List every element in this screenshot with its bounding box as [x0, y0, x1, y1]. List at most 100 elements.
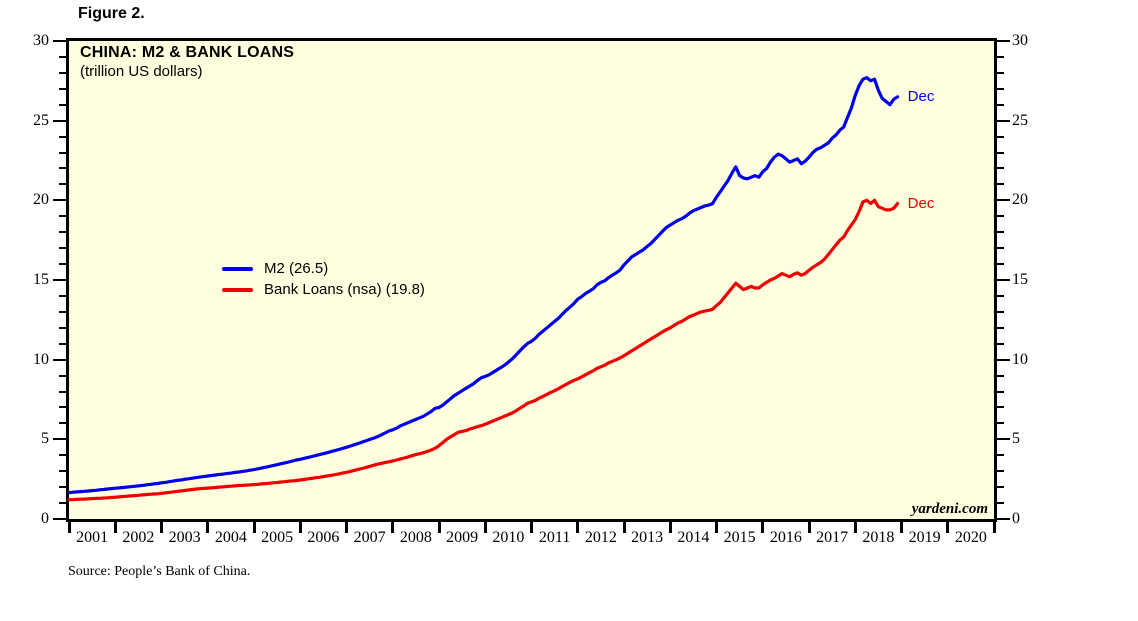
- x-axis-year-label: 2015: [723, 529, 756, 546]
- y-axis-label-right: 15: [1012, 271, 1028, 288]
- x-year-tick: [113, 522, 117, 533]
- y-major-tick-left: [53, 119, 66, 122]
- y-minor-tick-left: [59, 215, 66, 218]
- y-minor-tick-left: [59, 103, 66, 106]
- x-year-tick: [530, 522, 533, 533]
- chart-subtitle: (trillion US dollars): [80, 63, 203, 80]
- y-axis-label-right: 20: [1012, 191, 1028, 209]
- watermark: yardeni.com: [911, 501, 988, 517]
- y-major-tick-left: [53, 438, 66, 441]
- y-minor-tick-left: [59, 167, 66, 170]
- x-axis-year-label: 2005: [261, 529, 294, 546]
- y-minor-tick-left: [59, 486, 66, 489]
- x-axis-year-label: 2008: [399, 529, 432, 546]
- y-minor-tick-right: [997, 247, 1004, 250]
- y-major-tick-right: [997, 358, 1010, 361]
- x-axis-year-label: 2016: [769, 529, 802, 546]
- y-minor-tick-right: [997, 486, 1004, 489]
- y-major-tick-right: [997, 40, 1010, 42]
- y-minor-tick-right: [997, 422, 1004, 425]
- y-minor-tick-left: [59, 342, 66, 345]
- y-minor-tick-left: [59, 263, 66, 266]
- legend-label-m2: M2 (26.5): [264, 260, 329, 277]
- y-minor-tick-right: [997, 310, 1004, 313]
- y-major-tick-right: [997, 199, 1010, 202]
- x-axis-year-label: 2019: [908, 529, 941, 546]
- x-year-tick: [252, 522, 256, 533]
- y-major-tick-right: [997, 279, 1010, 281]
- y-major-tick-left: [53, 518, 66, 520]
- m2-end-label: Dec: [907, 87, 935, 105]
- x-axis-year-label: 2013: [631, 529, 664, 546]
- y-minor-tick-right: [997, 71, 1004, 74]
- y-minor-tick-right: [997, 135, 1004, 138]
- x-year-tick: [853, 522, 857, 533]
- x-year-tick: [807, 522, 811, 533]
- bank-loans-line-swatch: [222, 287, 253, 292]
- x-axis-year-label: 2020: [954, 529, 987, 546]
- y-minor-tick-left: [59, 87, 66, 90]
- y-minor-tick-right: [997, 470, 1004, 473]
- x-year-tick: [345, 522, 348, 533]
- y-major-tick-left: [53, 358, 66, 361]
- y-minor-tick-right: [997, 454, 1004, 457]
- x-axis-year-label: 2012: [584, 529, 617, 546]
- y-minor-tick-left: [59, 294, 66, 297]
- plot-frame: [66, 38, 997, 522]
- y-minor-tick-left: [59, 502, 66, 505]
- legend-label-bank-loans: Bank Loans (nsa) (19.8): [264, 281, 425, 298]
- x-year-tick: [298, 522, 302, 533]
- chart-title: CHINA: M2 & BANK LOANS: [80, 44, 295, 61]
- x-year-tick: [668, 522, 672, 533]
- y-minor-tick-left: [59, 390, 66, 393]
- y-axis-label-right: 0: [1012, 510, 1020, 527]
- y-minor-tick-left: [59, 470, 66, 473]
- x-axis-year-label: 2009: [446, 529, 479, 546]
- y-minor-tick-right: [997, 263, 1004, 266]
- y-minor-tick-left: [59, 231, 66, 234]
- x-year-tick: [946, 522, 950, 533]
- x-axis-year-label: 2007: [353, 529, 386, 546]
- y-axis-label-right: 25: [1012, 111, 1028, 129]
- x-year-tick: [900, 522, 903, 533]
- y-minor-tick-right: [997, 167, 1004, 170]
- x-year-tick: [622, 522, 626, 533]
- x-year-tick: [206, 522, 210, 533]
- y-axis-label-left: 25: [33, 111, 49, 129]
- y-minor-tick-left: [59, 406, 66, 409]
- y-minor-tick-left: [59, 454, 66, 457]
- y-axis-label-right: 10: [1012, 350, 1028, 368]
- y-minor-tick-left: [59, 55, 66, 58]
- y-minor-tick-left: [59, 183, 66, 186]
- m2-line: [67, 75, 900, 495]
- y-axis-label-right: 5: [1012, 430, 1020, 448]
- y-axis-label-left: 5: [41, 430, 49, 448]
- figure-label: Figure 2.: [78, 5, 145, 22]
- y-major-tick-left: [53, 40, 66, 42]
- x-year-tick: [437, 522, 441, 533]
- x-year-tick: [391, 522, 395, 533]
- y-axis-label-left: 20: [33, 191, 49, 209]
- legend: M2 (26.5) Bank Loans (nsa) (19.8): [222, 258, 425, 300]
- y-minor-tick-left: [59, 310, 66, 313]
- y-minor-tick-right: [997, 326, 1004, 329]
- x-axis-year-label: 2017: [816, 529, 849, 546]
- bank-loans-line: [67, 198, 900, 502]
- y-minor-tick-right: [997, 406, 1004, 409]
- y-major-tick-right: [997, 518, 1010, 520]
- legend-item-m2: M2 (26.5): [222, 258, 425, 279]
- y-minor-tick-left: [59, 135, 66, 138]
- x-axis-year-label: 2004: [214, 529, 247, 546]
- x-year-tick: [576, 522, 580, 533]
- x-year-tick: [761, 522, 765, 533]
- y-minor-tick-left: [59, 247, 66, 250]
- x-year-tick: [160, 522, 163, 533]
- y-axis-label-right: 30: [1012, 32, 1028, 49]
- y-minor-tick-left: [59, 151, 66, 154]
- y-major-tick-left: [53, 199, 66, 202]
- legend-item-bank-loans: Bank Loans (nsa) (19.8): [222, 279, 425, 300]
- x-axis-year-label: 2003: [168, 529, 201, 546]
- y-axis-label-left: 0: [41, 510, 49, 527]
